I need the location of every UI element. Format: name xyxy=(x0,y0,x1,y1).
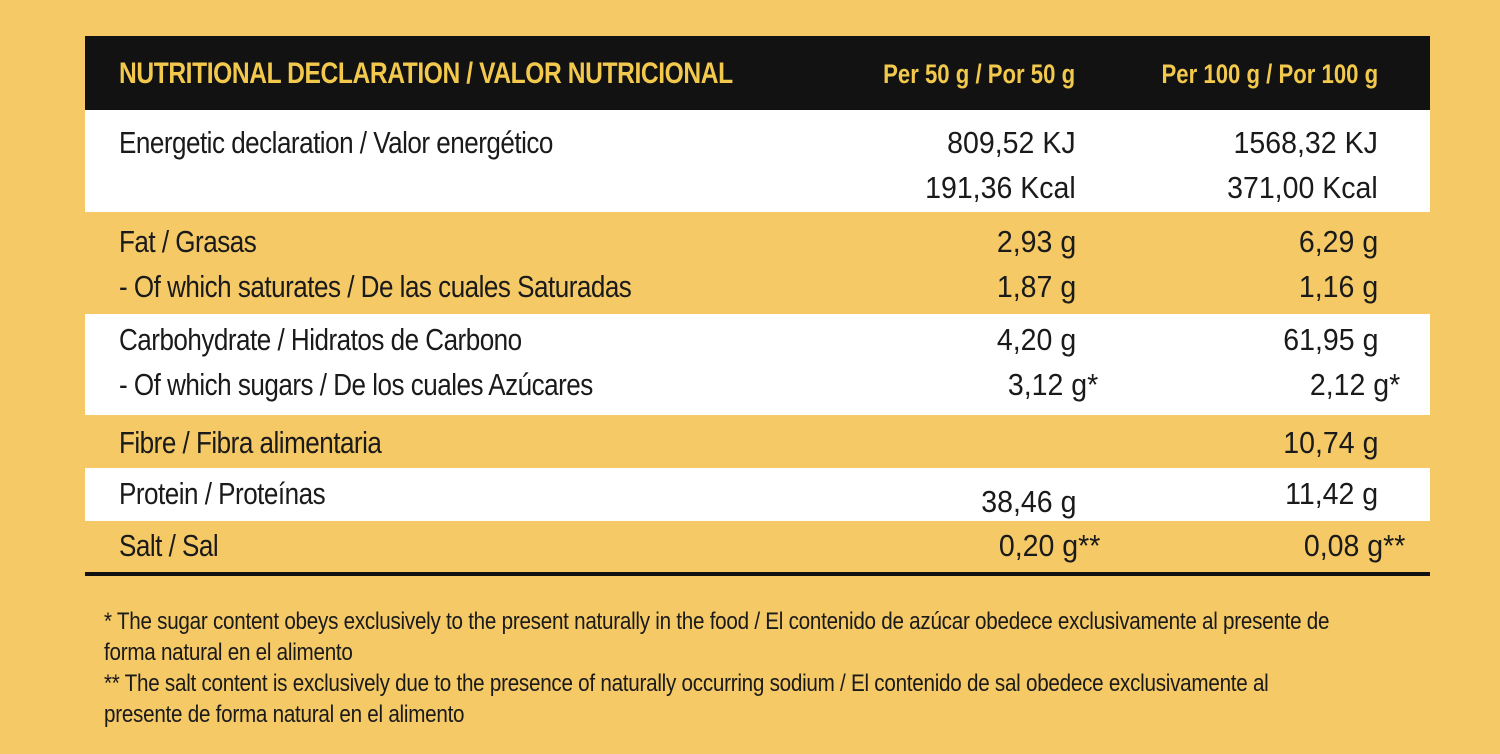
value-per-50g: 3,12 g* xyxy=(1007,367,1098,402)
fibre-row: Fibre / Fibra alimentaria 10,74 g xyxy=(85,415,1430,468)
column-header-50g: Per 50 g / Por 50 g xyxy=(883,59,1075,89)
table-bottom-rule xyxy=(85,572,1430,576)
table-title: NUTRITIONAL DECLARATION / VALOR NUTRICIO… xyxy=(119,57,733,90)
value-per-50g: 809,52 KJ xyxy=(947,125,1076,160)
value-per-50g: 38,46 g xyxy=(980,484,1076,519)
nutrient-label: Energetic declaration / Valor energético xyxy=(119,125,553,160)
value-per-50g: 1,87 g xyxy=(996,269,1076,304)
value-per-100g: 1568,32 KJ xyxy=(1233,125,1378,160)
salt-row: Salt / Sal 0,20 g** 0,08 g** xyxy=(85,521,1430,573)
table-row: - Of which sugars / De los cuales Azúcar… xyxy=(85,362,1430,408)
value-per-50g: 4,20 g xyxy=(996,322,1076,357)
nutrient-label: Salt / Sal xyxy=(119,528,219,563)
protein-row: Protein / Proteínas 38,46 g 11,42 g xyxy=(85,468,1430,521)
column-header-100g: Per 100 g / Por 100 g xyxy=(1161,59,1378,89)
value-per-100g: 2,12 g* xyxy=(1309,367,1400,402)
nutrition-table: NUTRITIONAL DECLARATION / VALOR NUTRICIO… xyxy=(85,36,1430,573)
nutrient-label: - Of which saturates / De las cuales Sat… xyxy=(119,269,632,304)
nutrient-label: Fibre / Fibra alimentaria xyxy=(119,425,382,460)
value-per-100g: 1,16 g xyxy=(1298,269,1378,304)
value-per-100g: 371,00 Kcal xyxy=(1227,170,1378,205)
carbohydrate-row: Carbohydrate / Hidratos de Carbono 4,20 … xyxy=(85,314,1430,415)
value-per-100g: 11,42 g xyxy=(1284,476,1378,511)
nutrient-label: - Of which sugars / De los cuales Azúcar… xyxy=(119,367,593,402)
table-row: Salt / Sal 0,20 g** 0,08 g** xyxy=(85,523,1430,569)
table-row: 191,36 Kcal 371,00 Kcal xyxy=(85,165,1430,211)
value-per-100g: 61,95 g xyxy=(1282,322,1378,357)
footnotes: * The sugar content obeys exclusively to… xyxy=(104,606,1424,730)
nutrient-label: Fat / Grasas xyxy=(119,224,257,259)
value-per-50g: 0,20 g** xyxy=(998,528,1100,563)
value-per-50g: 2,93 g xyxy=(996,224,1076,259)
value-per-50g: 191,36 Kcal xyxy=(925,170,1076,205)
nutrient-label: Protein / Proteínas xyxy=(119,476,326,511)
sugar-footnote-line2: forma natural en el alimento xyxy=(104,639,353,666)
table-row: Protein / Proteínas 38,46 g 11,42 g xyxy=(85,471,1430,519)
energy-row: Energetic declaration / Valor energético… xyxy=(85,110,1430,212)
salt-footnote-line2: presente de forma natural en el alimento xyxy=(104,701,465,728)
table-row: - Of which saturates / De las cuales Sat… xyxy=(85,264,1430,310)
table-row: Fibre / Fibra alimentaria 10,74 g xyxy=(85,420,1430,466)
table-row: Energetic declaration / Valor energético… xyxy=(85,120,1430,166)
sugar-footnote-line1: * The sugar content obeys exclusively to… xyxy=(104,608,1330,635)
value-per-100g: 0,08 g** xyxy=(1303,528,1405,563)
table-header: NUTRITIONAL DECLARATION / VALOR NUTRICIO… xyxy=(85,36,1430,110)
value-per-100g: 6,29 g xyxy=(1298,224,1378,259)
fat-row: Fat / Grasas 2,93 g 6,29 g - Of which sa… xyxy=(85,212,1430,314)
nutrient-label: Carbohydrate / Hidratos de Carbono xyxy=(119,322,522,357)
value-per-100g: 10,74 g xyxy=(1282,425,1378,460)
salt-footnote-line1: ** The salt content is exclusively due t… xyxy=(104,670,1269,697)
table-row: Fat / Grasas 2,93 g 6,29 g xyxy=(85,219,1430,265)
table-row: Carbohydrate / Hidratos de Carbono 4,20 … xyxy=(85,317,1430,363)
